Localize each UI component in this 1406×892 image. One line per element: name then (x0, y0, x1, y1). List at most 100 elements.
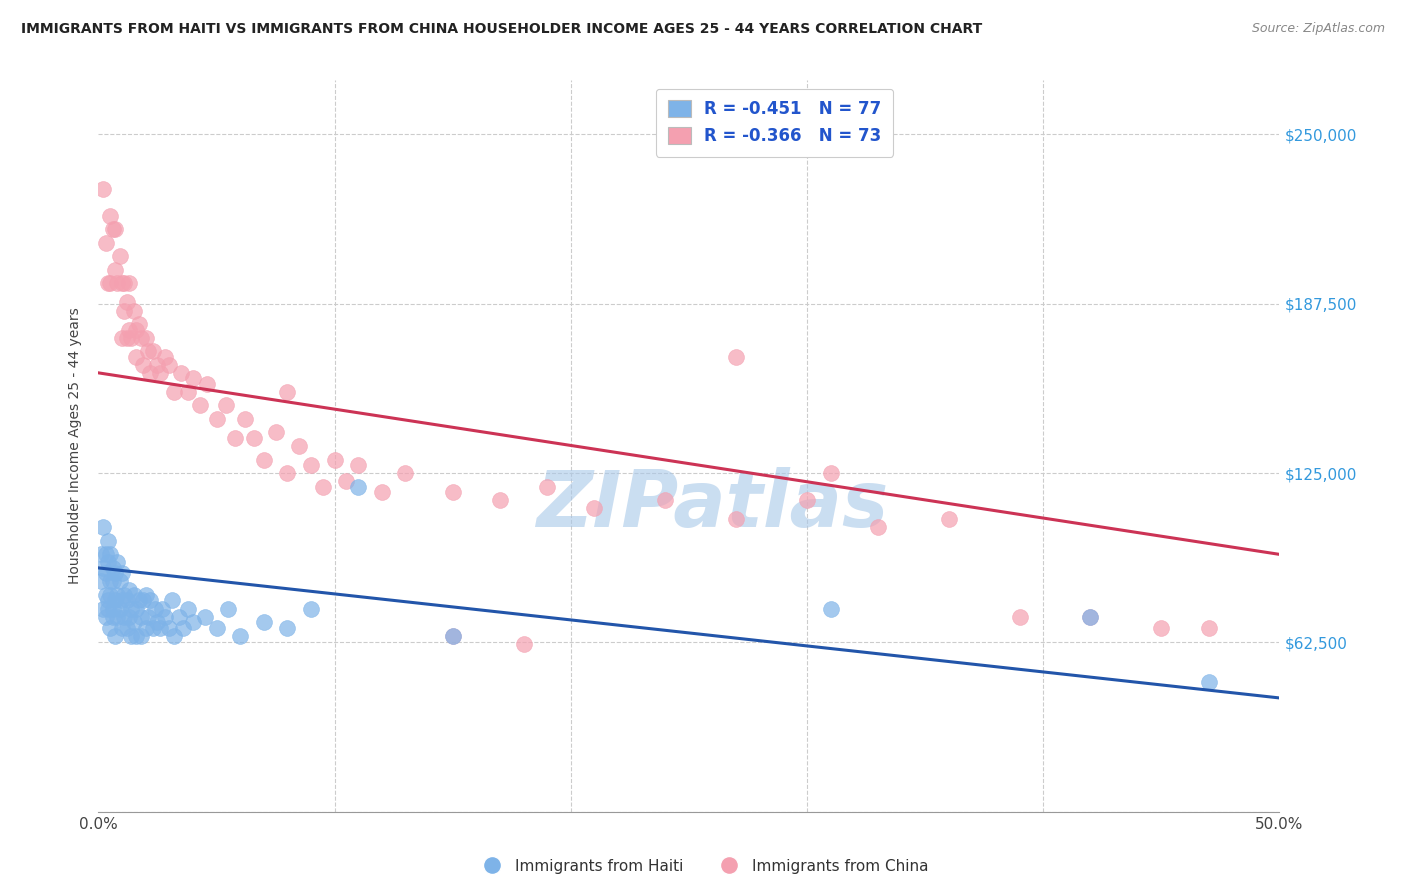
Point (224, 431, 246, 445)
Point (94, 609, 117, 624)
Point (112, 609, 135, 624)
Point (128, 317, 150, 331)
Point (112, 277, 135, 291)
Point (115, 620, 138, 634)
Point (122, 615, 145, 629)
Point (125, 350, 148, 364)
Point (91, 561, 114, 575)
Point (98, 547, 121, 561)
Point (536, 480, 558, 494)
Point (112, 588, 135, 602)
Point (125, 629, 148, 643)
Point (108, 249, 131, 263)
Point (163, 384, 186, 399)
Point (97, 593, 120, 607)
Point (1150, 620, 1173, 634)
Point (101, 574, 124, 589)
Point (215, 398, 238, 412)
Point (276, 466, 298, 480)
Point (91, 181, 114, 195)
Point (101, 222, 124, 236)
Point (177, 384, 200, 399)
Point (820, 601, 842, 615)
Point (132, 593, 155, 607)
Point (181, 615, 204, 629)
Point (188, 398, 211, 412)
Point (118, 609, 141, 624)
Point (146, 358, 169, 372)
Point (195, 376, 218, 391)
Point (98, 277, 121, 291)
Point (253, 615, 276, 629)
Point (335, 474, 357, 488)
Point (1198, 674, 1220, 689)
Point (583, 501, 606, 516)
Point (115, 331, 138, 345)
Point (512, 637, 534, 651)
Point (111, 277, 134, 291)
Point (725, 350, 748, 364)
Point (167, 609, 190, 624)
Point (142, 620, 165, 634)
Point (91, 520, 114, 534)
Point (160, 593, 183, 607)
Point (243, 431, 266, 445)
Point (98, 588, 121, 602)
Point (128, 593, 150, 607)
Point (97, 601, 120, 615)
Point (101, 601, 124, 615)
Point (441, 629, 464, 643)
Point (1198, 620, 1220, 634)
Point (253, 452, 276, 467)
Point (111, 620, 134, 634)
Point (135, 331, 157, 345)
Legend: Immigrants from Haiti, Immigrants from China: Immigrants from Haiti, Immigrants from C… (471, 853, 935, 880)
Point (112, 303, 135, 318)
Point (118, 322, 141, 336)
Point (170, 366, 193, 380)
Point (153, 609, 176, 624)
Point (654, 493, 676, 508)
Point (441, 629, 464, 643)
Point (111, 566, 134, 581)
Point (94, 235, 117, 250)
Point (139, 593, 162, 607)
Point (105, 609, 128, 624)
Point (264, 425, 287, 440)
Point (129, 629, 152, 643)
Point (172, 620, 194, 634)
Point (111, 593, 134, 607)
Point (105, 588, 128, 602)
Point (101, 609, 124, 624)
Point (163, 629, 186, 643)
Point (98, 209, 121, 223)
Point (121, 601, 143, 615)
Point (105, 277, 128, 291)
Point (299, 458, 322, 472)
Point (1008, 609, 1031, 624)
Point (866, 520, 889, 534)
Point (441, 485, 464, 500)
Point (233, 412, 256, 426)
Point (1080, 609, 1102, 624)
Point (122, 303, 145, 318)
Y-axis label: Householder Income Ages 25 - 44 years: Householder Income Ages 25 - 44 years (69, 308, 83, 584)
Point (136, 344, 159, 359)
Point (796, 493, 818, 508)
Point (157, 620, 180, 634)
Point (90, 574, 112, 589)
Point (143, 601, 166, 615)
Point (104, 593, 127, 607)
Point (205, 620, 228, 634)
Point (94, 566, 117, 581)
Legend: R = -0.451   N = 77, R = -0.366   N = 73: R = -0.451 N = 77, R = -0.366 N = 73 (657, 88, 893, 157)
Point (98, 620, 121, 634)
Point (394, 466, 416, 480)
Point (91, 601, 114, 615)
Point (121, 331, 143, 345)
Text: ZIPatlas: ZIPatlas (537, 467, 889, 542)
Point (157, 358, 180, 372)
Point (105, 556, 128, 570)
Point (129, 331, 152, 345)
Point (146, 615, 169, 629)
